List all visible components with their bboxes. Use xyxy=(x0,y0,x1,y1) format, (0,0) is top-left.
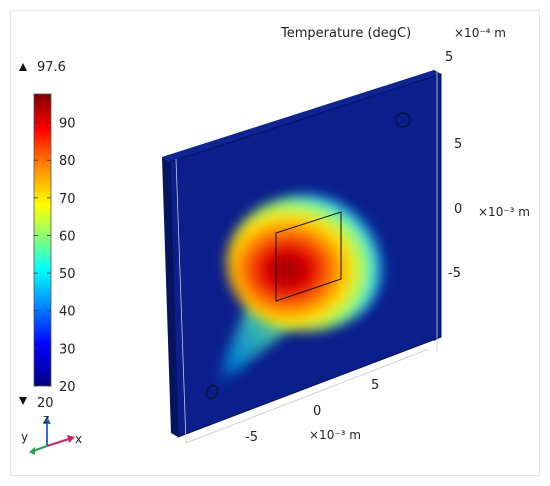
z-tick-1: 5 xyxy=(445,50,453,65)
colorbar-min-label: 20 xyxy=(37,396,54,411)
hole-bottom-left xyxy=(206,384,218,400)
triad-z-label: z xyxy=(43,412,49,426)
y-axis-scale: ×10⁻³ m xyxy=(478,205,530,219)
colorbar-tick-label: 20 xyxy=(59,380,76,395)
plate-top-face xyxy=(162,70,441,162)
max-marker-icon xyxy=(19,63,27,71)
x-axis-scale: ×10⁻³ m xyxy=(309,428,361,442)
z-tick-2: 5 xyxy=(454,137,462,152)
plate-3d xyxy=(162,70,442,438)
min-marker-icon xyxy=(19,397,27,405)
colorbar-tick-label: 80 xyxy=(59,154,76,169)
z-tick-4: -5 xyxy=(448,266,461,281)
x-tick-3: 5 xyxy=(371,378,379,393)
z-arrow-icon xyxy=(43,416,51,424)
colorbar-tick-label: 50 xyxy=(59,267,76,282)
z-axis-scale: ×10⁻⁴ m xyxy=(454,26,506,40)
x-arrow-icon xyxy=(67,435,75,443)
colorbar xyxy=(33,93,52,387)
heater-outline xyxy=(275,211,342,302)
colorbar-max-label: 97.6 xyxy=(37,60,66,75)
x-tick-1: -5 xyxy=(245,430,258,445)
chart-title: Temperature (degC) xyxy=(280,26,411,41)
orientation-triad[interactable]: z x y xyxy=(21,412,82,455)
heat-region xyxy=(227,195,387,331)
axis-grid xyxy=(175,69,438,444)
colorbar-ticks: 20 30 40 50 60 70 80 90 xyxy=(34,117,76,395)
triad-x-label: x xyxy=(75,432,82,446)
temperature-plot[interactable]: Temperature (degC) 97.6 2030405060708090… xyxy=(11,11,541,477)
z-tick-3: 0 xyxy=(454,202,462,217)
x-tick-2: 0 xyxy=(313,404,321,419)
colorbar-tick-label: 60 xyxy=(59,229,76,244)
colorbar-tick-label: 40 xyxy=(59,305,76,320)
colorbar-tick-label: 70 xyxy=(59,192,76,207)
colorbar-tick-label: 30 xyxy=(59,342,76,357)
triad-y-label: y xyxy=(21,430,28,444)
y-arrow-icon xyxy=(29,447,35,455)
hole-top-right xyxy=(395,112,411,128)
plot-frame: Temperature (degC) 97.6 20 30 40 50 60 70 80 90… xyxy=(10,10,540,476)
plate-left-face xyxy=(162,157,178,437)
colorbar-tick-label: 90 xyxy=(59,117,76,132)
